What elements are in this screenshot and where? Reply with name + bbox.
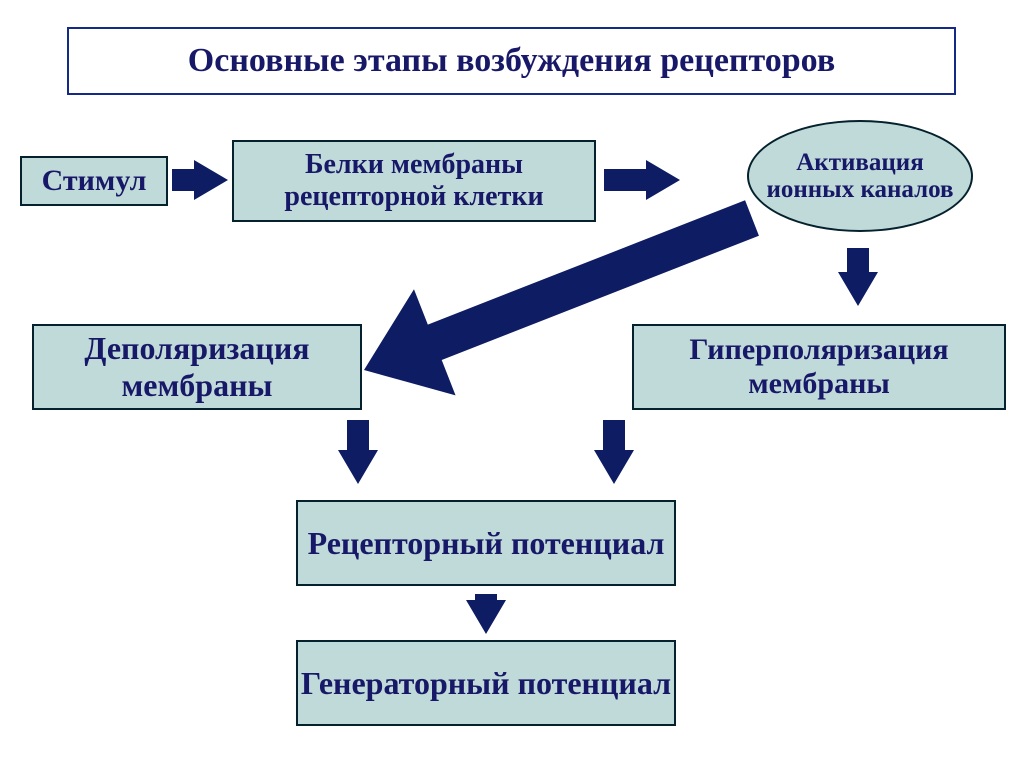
node-hyperpolarization-label: Гиперполяризация мембраны — [634, 333, 1004, 402]
node-receptor-potential: Рецепторный потенциал — [296, 500, 676, 586]
node-depolarization: Деполяризация мембраны — [32, 324, 362, 410]
node-ion-channel-activation-label: Активация ионных каналов — [761, 149, 959, 204]
node-ion-channel-activation: Активация ионных каналов — [747, 120, 973, 232]
node-stimulus-label: Стимул — [42, 164, 147, 199]
node-hyperpolarization: Гиперполяризация мембраны — [632, 324, 1006, 410]
diagram-title-text: Основные этапы возбуждения рецепторов — [188, 42, 835, 80]
node-depolarization-label: Деполяризация мембраны — [34, 330, 360, 404]
node-stimulus: Стимул — [20, 156, 168, 206]
node-membrane-proteins-label: Белки мембраны рецепторной клетки — [242, 149, 586, 213]
flowchart-canvas: Основные этапы возбуждения рецепторов Ст… — [0, 0, 1024, 767]
node-generator-potential-label: Генераторный потенциал — [301, 665, 671, 702]
node-receptor-potential-label: Рецепторный потенциал — [308, 525, 665, 562]
diagram-title: Основные этапы возбуждения рецепторов — [67, 27, 956, 95]
node-membrane-proteins: Белки мембраны рецепторной клетки — [232, 140, 596, 222]
node-generator-potential: Генераторный потенциал — [296, 640, 676, 726]
